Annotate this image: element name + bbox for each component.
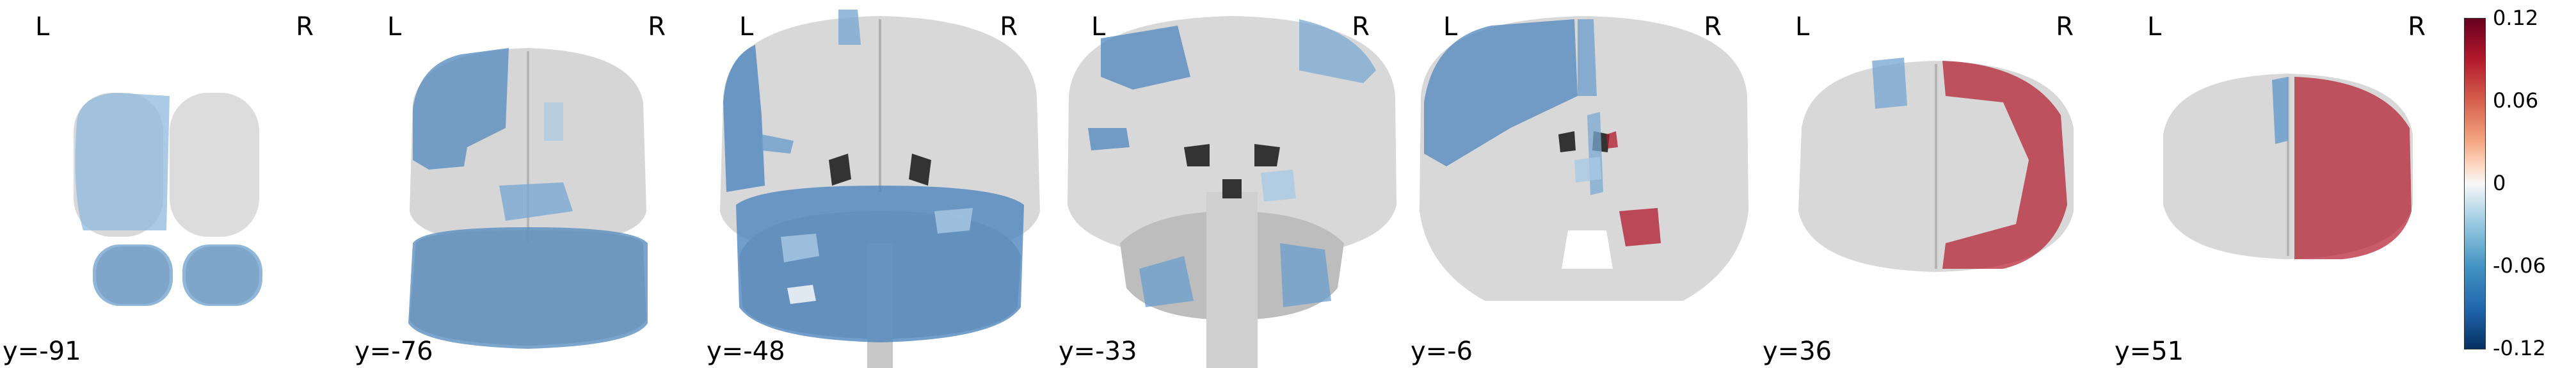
brain-tissue bbox=[1798, 61, 2074, 272]
negative-activation-overlay bbox=[75, 93, 262, 306]
slice-panel: L R y=-76 bbox=[352, 0, 704, 368]
slice-coordinate-label: y=51 bbox=[2115, 337, 2184, 366]
negative-activation-overlay bbox=[408, 48, 648, 349]
colorbar-tick-label: -0.12 bbox=[2493, 336, 2546, 360]
slice-coordinate-label: y=36 bbox=[1763, 337, 1832, 366]
positive-activation-overlay bbox=[1942, 61, 2067, 269]
brain-slice-image bbox=[1068, 16, 1396, 368]
slice-panel: L R y=-48 bbox=[704, 0, 1056, 368]
colorbar-tick-label: 0.06 bbox=[2493, 88, 2539, 113]
brain-slice-image bbox=[1798, 58, 2074, 272]
slice-coordinate-label: y=-91 bbox=[3, 337, 81, 366]
positive-activation-overlay bbox=[2294, 77, 2412, 259]
right-orientation-label: R bbox=[296, 12, 314, 42]
slice-panel: L R y=36 bbox=[1760, 0, 2112, 368]
colorbar-tick-label: 0.12 bbox=[2493, 6, 2539, 30]
right-orientation-label: R bbox=[648, 12, 666, 42]
colorbar-tick-label: 0 bbox=[2493, 171, 2506, 195]
right-orientation-label: R bbox=[2056, 12, 2074, 42]
left-orientation-label: L bbox=[739, 12, 754, 42]
slice-coordinate-label: y=-33 bbox=[1059, 337, 1137, 366]
right-orientation-label: R bbox=[2408, 12, 2426, 42]
positive-activation-overlay bbox=[1606, 131, 1661, 246]
weak-negative-overlay bbox=[544, 102, 563, 141]
weak-negative-overlay bbox=[1261, 170, 1296, 202]
right-orientation-label: R bbox=[1000, 12, 1018, 42]
left-orientation-label: L bbox=[35, 12, 50, 42]
left-orientation-label: L bbox=[1091, 12, 1106, 42]
slice-coordinate-label: y=-76 bbox=[355, 337, 433, 366]
negative-activation-overlay bbox=[2272, 77, 2288, 144]
right-orientation-label: R bbox=[1352, 12, 1370, 42]
slice-panel: L R y=-6 bbox=[1408, 0, 1760, 368]
colorbar: 0.12 0.06 0 -0.06 -0.12 bbox=[2461, 0, 2576, 368]
left-orientation-label: L bbox=[387, 12, 402, 42]
slice-coordinate-label: y=-6 bbox=[1411, 337, 1473, 366]
slice-coordinate-label: y=-48 bbox=[707, 337, 785, 366]
negative-activation-overlay bbox=[1088, 19, 1376, 307]
brain-slice-image bbox=[74, 93, 262, 306]
right-orientation-label: R bbox=[1704, 12, 1722, 42]
brain-slice-image bbox=[2163, 74, 2413, 259]
weak-negative-overlay bbox=[1574, 157, 1601, 182]
negative-activation-overlay bbox=[1872, 58, 1907, 109]
left-orientation-label: L bbox=[2147, 12, 2162, 42]
slice-panel: L R y=51 bbox=[2112, 0, 2464, 368]
left-orientation-label: L bbox=[1443, 12, 1458, 42]
slice-panel: L R y=-91 bbox=[0, 0, 352, 368]
colorbar-tick-label: -0.06 bbox=[2493, 253, 2546, 278]
weak-negative-overlay bbox=[781, 208, 973, 304]
brain-slice-image bbox=[1420, 16, 1748, 301]
colorbar-gradient bbox=[2464, 18, 2486, 349]
brain-slice-image bbox=[408, 48, 648, 349]
brain-slice-image bbox=[720, 10, 1040, 368]
left-orientation-label: L bbox=[1795, 12, 1810, 42]
slice-panel: L R y=-33 bbox=[1056, 0, 1408, 368]
